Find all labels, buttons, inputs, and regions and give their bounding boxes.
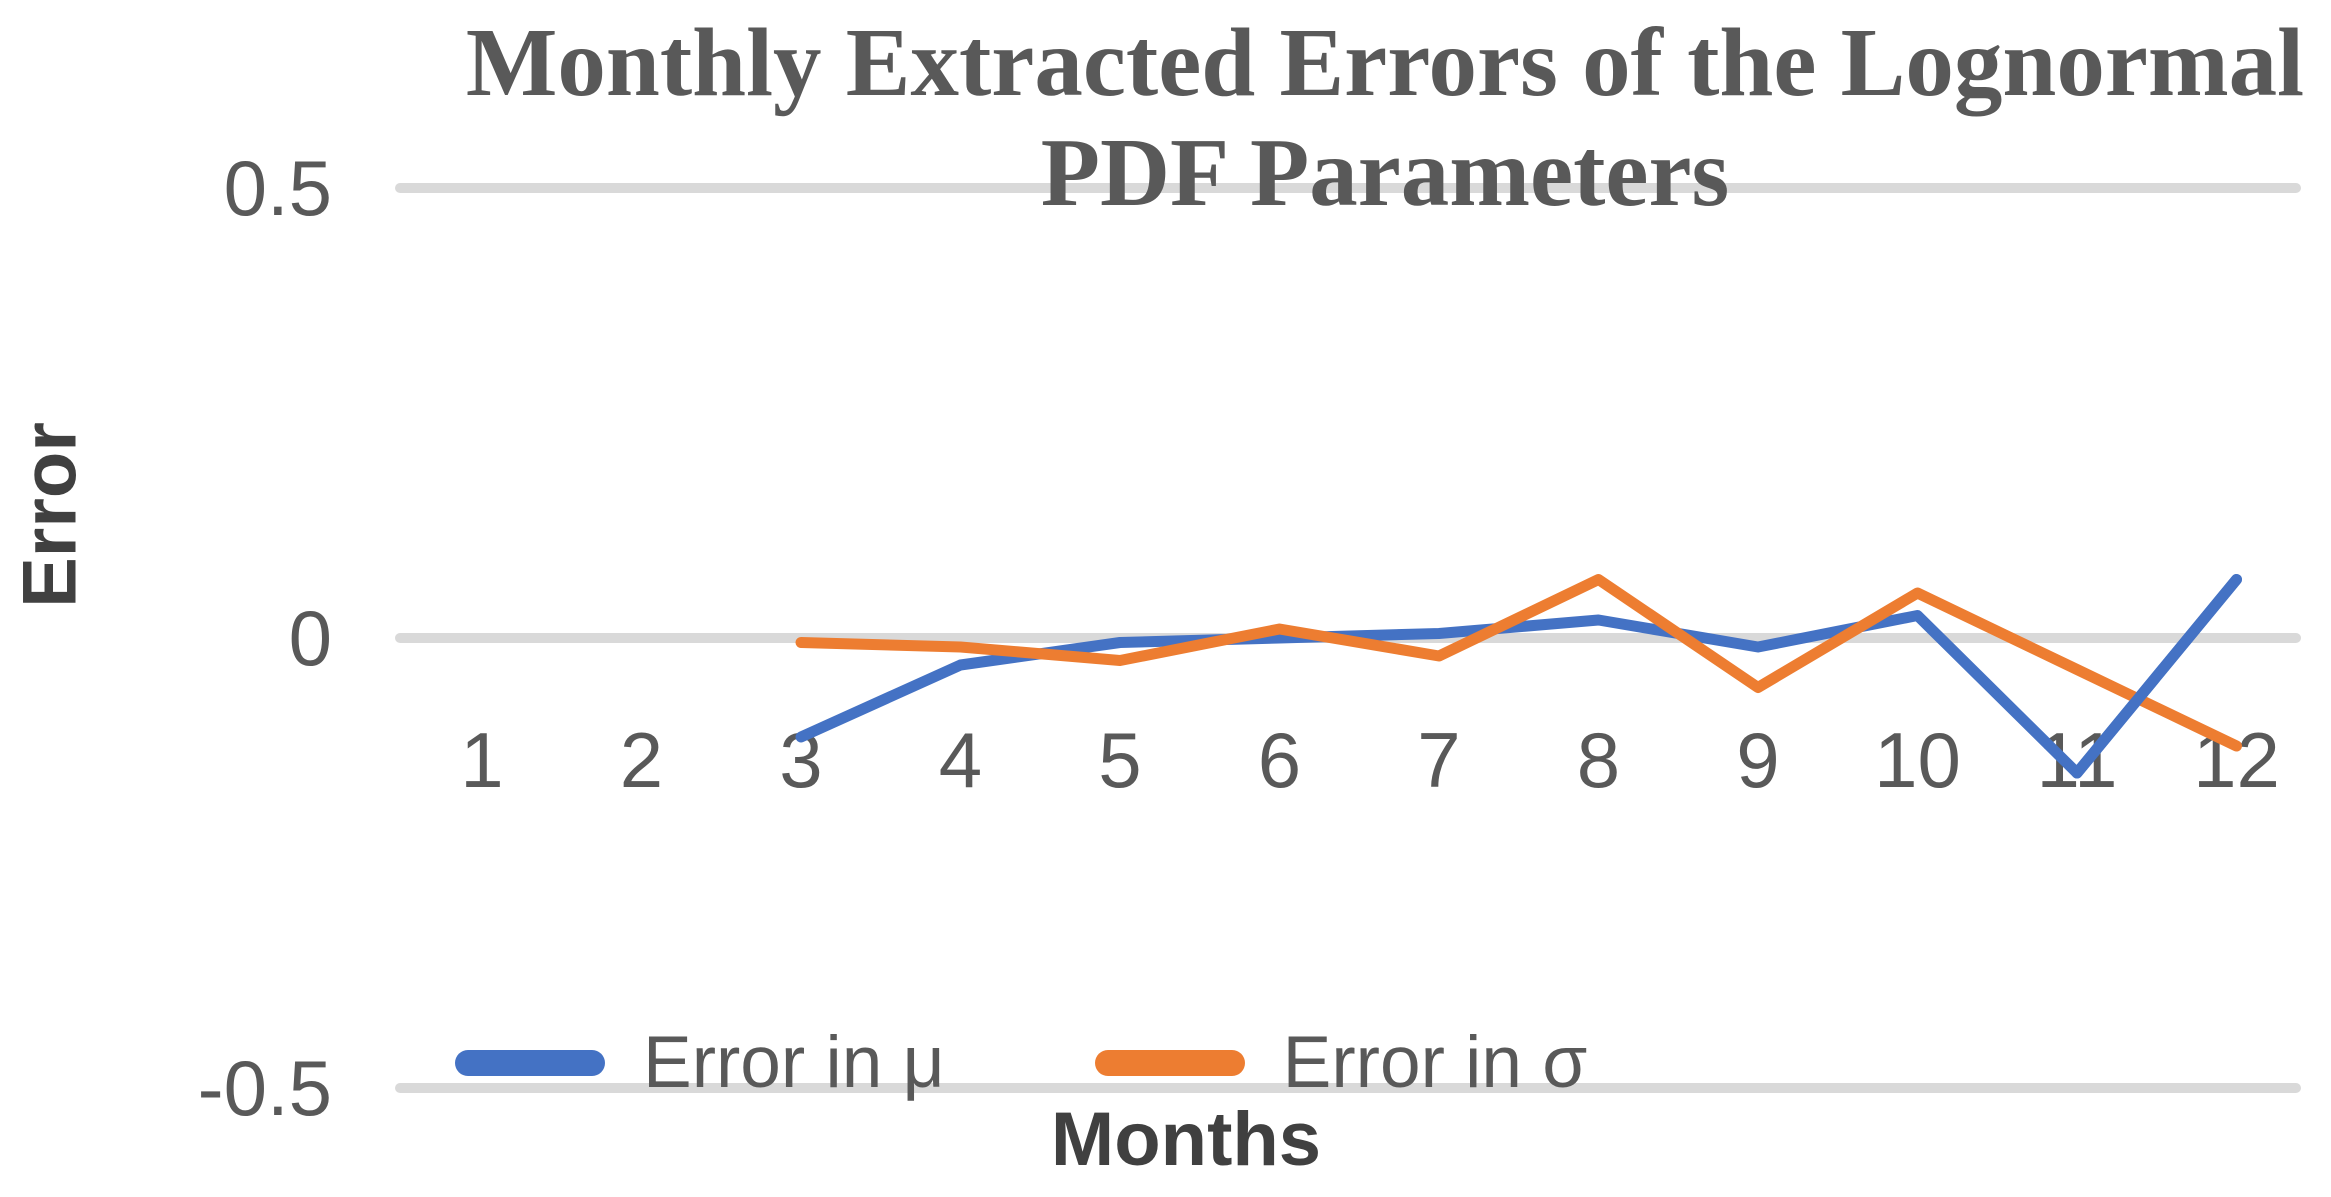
x-tick-label: 2 (619, 716, 664, 804)
legend-item-mu: Error in μ (455, 1022, 945, 1103)
y-tick-label: 0 (288, 594, 332, 682)
series-line-mu (795, 574, 2242, 779)
y-tick-label: -0.5 (197, 1044, 332, 1132)
legend: Error in μ Error in σ (455, 1022, 1588, 1103)
legend-item-sigma: Error in σ (1094, 1022, 1588, 1103)
x-tick-label: 4 (938, 716, 983, 804)
x-axis-title: Months (1050, 1097, 1322, 1182)
legend-label-mu: Error in μ (643, 1022, 945, 1103)
x-tick-label: 9 (1736, 716, 1780, 804)
chart-title-line2: PDF Parameters (1040, 119, 1730, 226)
chart-title-line1: Monthly Extracted Errors of the Lognorma… (465, 9, 2305, 116)
x-tick-label: 1 (460, 716, 504, 804)
x-tick-label: 8 (1576, 716, 1621, 804)
x-tick-label: 7 (1417, 716, 1461, 804)
series-line-mu-top-segment (2071, 574, 2242, 779)
x-tick-label: 11 (2036, 716, 2118, 804)
x-tick-label: 5 (1098, 716, 1142, 804)
x-tick-label: 10 (1874, 716, 1961, 804)
series-line-sigma (795, 574, 2242, 752)
legend-label-sigma: Error in σ (1282, 1022, 1588, 1103)
y-tick-label: 0.5 (223, 144, 332, 232)
chart-title: Monthly Extracted Errors of the Lognorma… (440, 8, 2330, 228)
x-tick-label: 6 (1257, 716, 1302, 804)
legend-swatch-sigma (1094, 1050, 1245, 1076)
legend-swatch-mu (455, 1050, 605, 1076)
